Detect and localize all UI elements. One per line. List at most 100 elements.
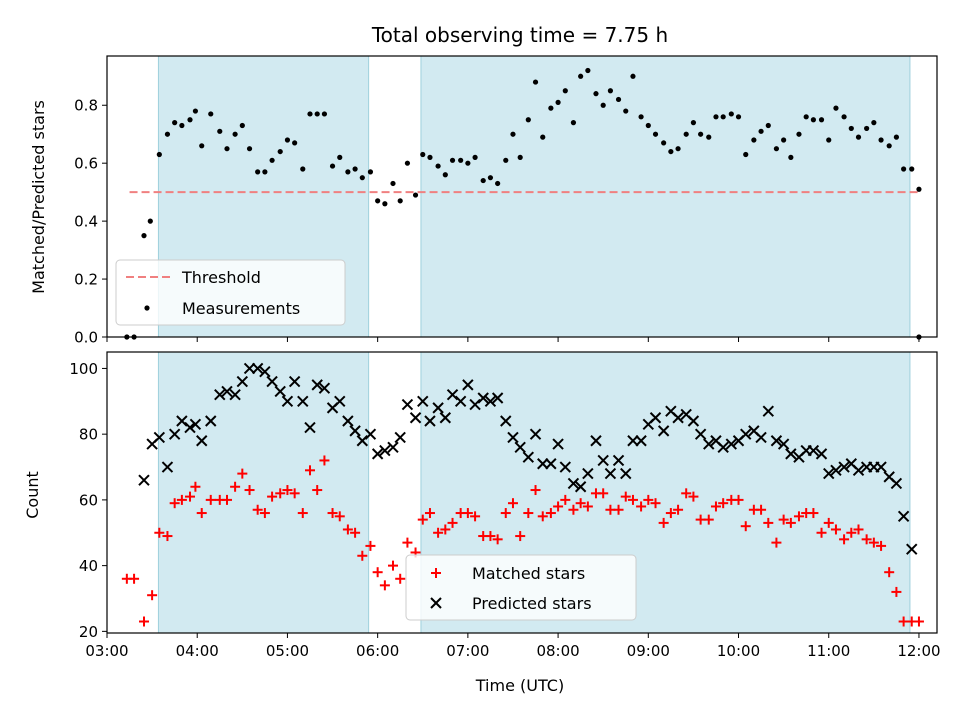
matched-point: [138, 616, 149, 627]
predicted-point: [823, 467, 835, 480]
matched-point: [440, 524, 451, 535]
matched-point: [620, 491, 631, 502]
bottom-y-tick-label: 20: [79, 623, 98, 641]
predicted-point: [446, 389, 459, 401]
predicted-point-b: [484, 395, 497, 408]
measurement-point: [269, 157, 275, 163]
bottom-x-tick-label: 10:00: [717, 642, 760, 660]
measurement-point: [548, 105, 554, 111]
predicted-point: [168, 428, 181, 440]
bottom-x-tick-label: 11:00: [807, 642, 850, 660]
bottom-y-tick-label: 100: [69, 360, 98, 378]
matched-point: [319, 455, 330, 466]
matched-point: [327, 508, 338, 519]
top-y-tick-label: 0.4: [74, 213, 98, 231]
bottom-y-tick-label: 80: [79, 426, 98, 444]
matched-point: [830, 524, 841, 535]
measurement-point: [465, 160, 471, 166]
predicted-point-b: [717, 441, 729, 454]
predicted-point: [807, 444, 820, 457]
matched-point: [884, 567, 895, 578]
predicted-point: [205, 415, 217, 427]
matched-point: [913, 616, 924, 627]
predicted-point-b: [785, 448, 797, 460]
threshold-legend-label: Threshold: [181, 268, 261, 287]
predicted-point: [597, 454, 609, 467]
predicted-point-b: [221, 385, 233, 398]
predicted-point: [491, 392, 504, 404]
predicted-point: [288, 375, 301, 388]
matched-point: [417, 514, 428, 525]
predicted-point: [672, 412, 684, 424]
matched-point: [658, 517, 669, 528]
predicted-point: [356, 435, 369, 447]
matched-point: [447, 517, 458, 528]
top-legend-box: [115, 259, 346, 326]
matched-point: [665, 508, 676, 519]
predicted-point: [725, 438, 738, 450]
predicted-point-b: [462, 379, 474, 391]
predicted-point: [251, 362, 264, 375]
matched-point: [740, 521, 751, 532]
predicted-point: [469, 398, 481, 411]
measurement-point: [412, 192, 419, 198]
predicted-point: [176, 415, 188, 427]
predicted-point: [229, 389, 241, 401]
measurement-point: [352, 166, 358, 172]
predicted-point-b: [875, 461, 887, 473]
matched-point: [785, 517, 796, 528]
predicted-stars-legend-swatch: [430, 597, 442, 609]
predicted-point: [349, 425, 361, 437]
predicted-point: [401, 398, 414, 411]
measurement-point: [277, 148, 283, 155]
measurement-point: [390, 180, 396, 187]
predicted-point: [657, 425, 670, 437]
measurement-point: [698, 131, 704, 137]
predicted-point: [184, 421, 196, 434]
predicted-point-b: [281, 395, 294, 408]
predicted-point: [838, 461, 850, 473]
predicted-point-b: [189, 418, 202, 431]
predicted-point-b: [364, 428, 377, 440]
predicted-point-b: [777, 438, 790, 450]
predicted-point: [311, 379, 323, 391]
matched-point: [530, 485, 541, 496]
predicted-point: [687, 415, 700, 427]
matched-point: [793, 511, 804, 522]
measurement-point: [147, 218, 153, 224]
matched-point: [424, 508, 435, 519]
bottom-x-tick-label: 05:00: [266, 642, 309, 660]
matched-point: [304, 465, 315, 476]
matched-point: [861, 534, 872, 545]
matched-point: [147, 590, 158, 601]
measurement-point: [262, 169, 268, 175]
predicted-point: [582, 467, 594, 480]
predicted-point-b: [590, 435, 602, 447]
predicted-point: [537, 458, 549, 470]
predicted-point-b: [409, 412, 422, 424]
predicted-point-b: [507, 431, 519, 444]
measurement-point: [743, 151, 749, 158]
matched-point: [763, 517, 774, 528]
matched-point: [500, 508, 511, 519]
measurement-point: [706, 134, 712, 140]
measurement-point: [208, 111, 214, 117]
predicted-point: [545, 458, 557, 470]
predicted-point-b: [432, 402, 444, 414]
predicted-point: [364, 428, 377, 440]
measurement-point: [449, 157, 456, 163]
predicted-point-b: [205, 415, 217, 427]
predicted-point-b: [446, 389, 459, 401]
bottom-axes-frame: [106, 351, 938, 634]
measurement-point: [427, 154, 433, 160]
matched-point: [365, 540, 376, 551]
measurement-point: [382, 201, 388, 207]
measurement-point: [199, 143, 205, 149]
predicted-point-b: [545, 458, 557, 470]
predicted-point-b: [680, 408, 692, 421]
matched-point: [650, 498, 661, 509]
measurement-point: [420, 151, 426, 158]
predicted-point-b: [184, 421, 196, 434]
predicted-point: [514, 441, 526, 454]
bottom-legend-box: [405, 554, 637, 621]
